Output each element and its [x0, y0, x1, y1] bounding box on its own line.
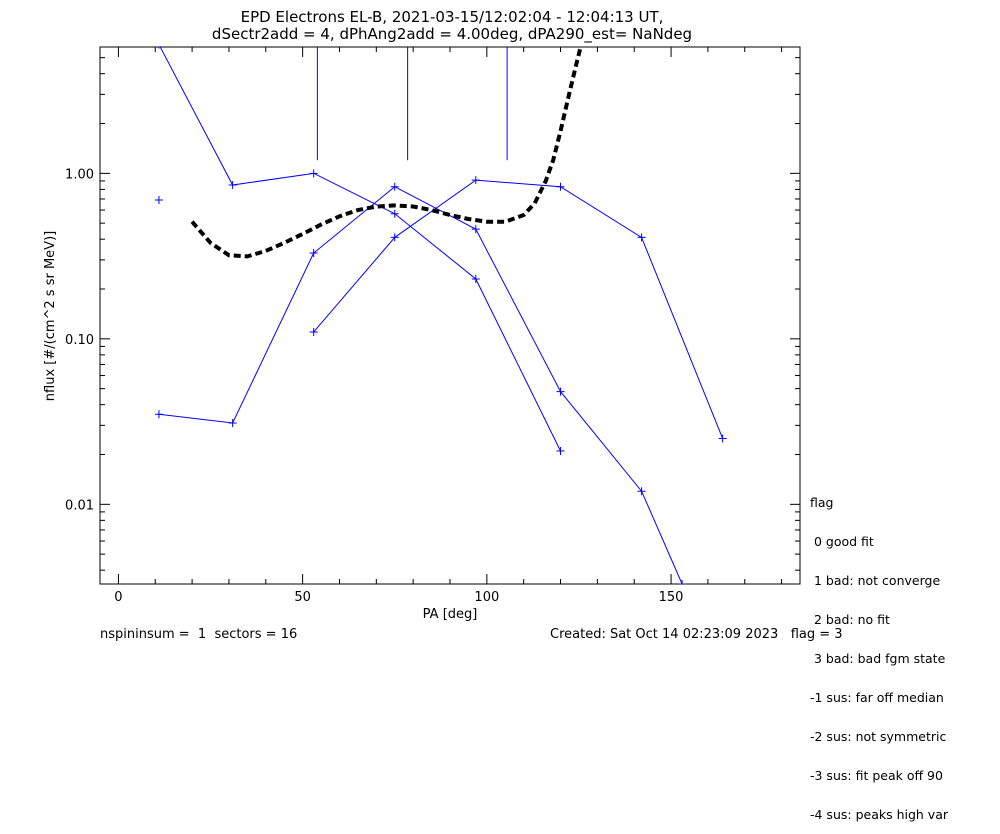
data-layer [154, 47, 727, 584]
legend-item: -4 sus: peaks high var [810, 807, 949, 822]
data-point [228, 181, 237, 190]
x-tick-label: 50 [294, 590, 311, 605]
data-point [309, 327, 318, 336]
data-point [471, 225, 480, 234]
data-point [390, 182, 399, 191]
legend-title: flag [810, 495, 834, 510]
y-tick-label: 0.10 [65, 333, 94, 348]
data-point [309, 169, 318, 178]
data-point [309, 249, 318, 258]
legend-item: -1 sus: far off median [810, 690, 944, 705]
data-point [556, 446, 565, 455]
data-point [228, 419, 237, 428]
x-axis-label: PA [deg] [423, 607, 478, 622]
y-axis: 0.01 0.10 1.00 [65, 57, 800, 571]
fit-curve [190, 47, 583, 259]
legend-item: 1 bad: not converge [810, 573, 941, 588]
x-tick-label: 0 [114, 590, 122, 605]
data-point [158, 47, 160, 49]
y-axis-label: nflux [#/(cm^2 s sr MeV)] [43, 231, 58, 401]
isolated-data-point [154, 196, 163, 205]
x-axis: 0 50 100 150 [114, 47, 783, 605]
data-point [390, 209, 399, 218]
data-point [718, 434, 727, 443]
footer-created: Created: Sat Oct 14 02:23:09 2023 flag =… [550, 627, 843, 642]
legend-item: 2 bad: no fit [810, 612, 890, 627]
y-tick-label: 0.01 [65, 498, 94, 513]
pitch-angle-chart: EPD Electrons EL-B, 2021-03-15/12:02:04 … [43, 8, 801, 622]
footer-spin-info: nspininsum = 1 sectors = 16 [100, 627, 298, 642]
flag-legend: flag 0 good fit 1 bad: not converge 2 ba… [810, 470, 948, 834]
chart-title-line1: EPD Electrons EL-B, 2021-03-15/12:02:04 … [241, 8, 664, 26]
legend-item: 0 good fit [810, 534, 874, 549]
x-tick-label: 100 [474, 590, 499, 605]
x-tick-label: 150 [659, 590, 684, 605]
data-point [154, 410, 163, 419]
data-point [471, 274, 480, 283]
series-line [158, 186, 683, 584]
data-point [390, 233, 399, 242]
data-point [637, 487, 646, 496]
y-tick-label: 1.00 [65, 167, 94, 182]
chart-title-line2: dSectr2add = 4, dPhAng2add = 4.00deg, dP… [212, 25, 692, 44]
plot-frame [99, 46, 801, 585]
series-line [313, 179, 724, 439]
data-point [556, 182, 565, 191]
data-point [678, 580, 687, 584]
series-line [159, 47, 561, 452]
data-point [637, 233, 646, 242]
data-point [471, 176, 480, 185]
legend-item: -2 sus: not symmetric [810, 729, 947, 744]
legend-item: 3 bad: bad fgm state [810, 651, 946, 666]
data-point [556, 387, 565, 396]
legend-item: -3 sus: fit peak off 90 [810, 768, 943, 783]
